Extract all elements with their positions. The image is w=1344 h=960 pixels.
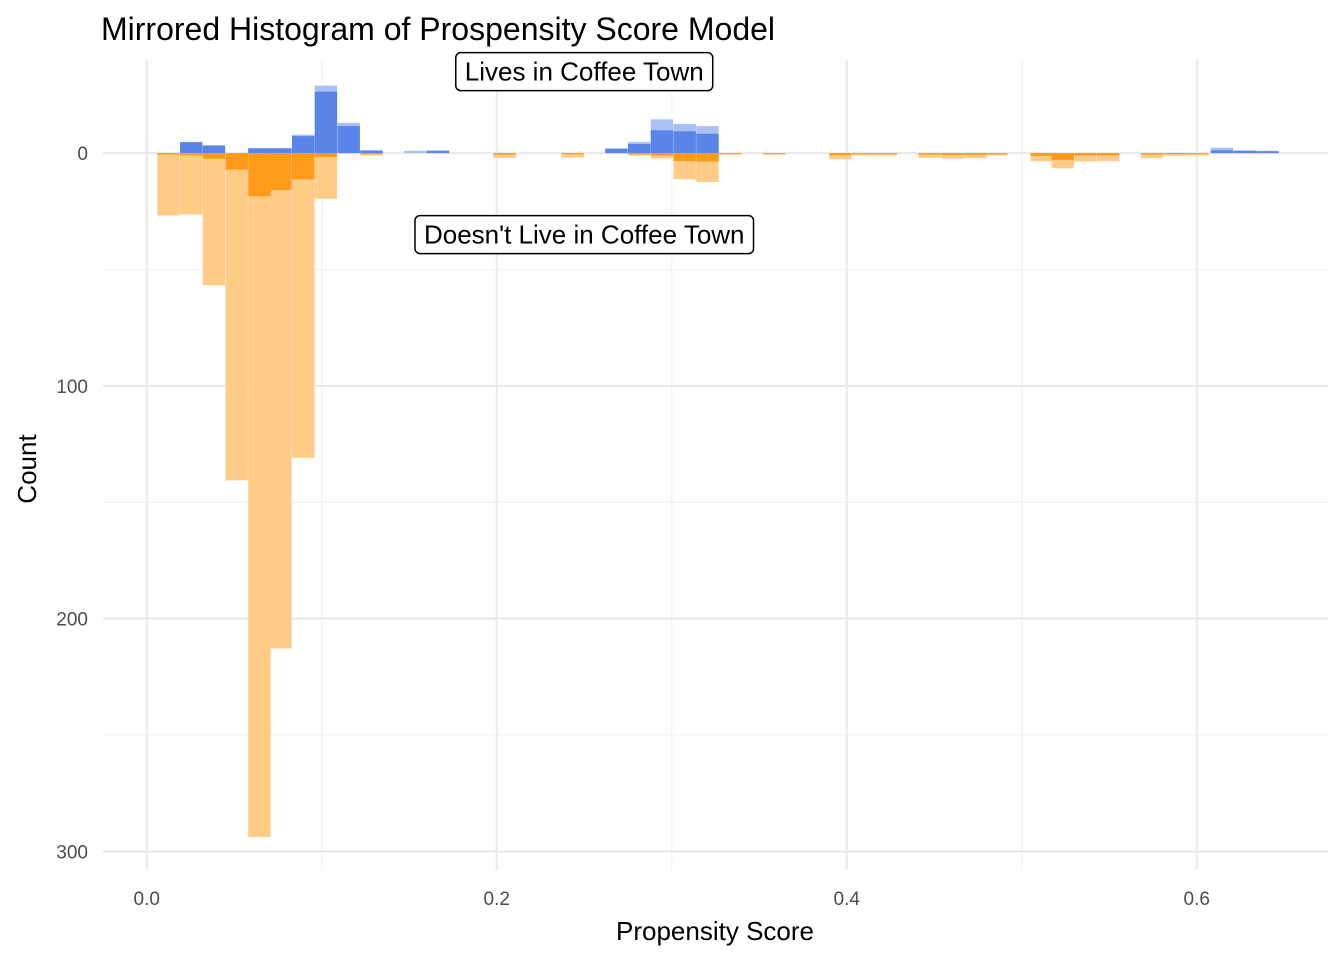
not-lives-weighted-bar [292,153,315,458]
y-tick-label: 300 [56,842,88,863]
not-lives-unweighted-bar [1186,153,1209,155]
not-lives-unweighted-bar [225,153,248,170]
not-lives-unweighted-bar [1163,153,1186,155]
not-lives-weighted-bar [829,153,852,160]
not-lives-unweighted-bar [360,153,383,155]
lives-unweighted-bar [628,144,651,154]
y-axis-title: Count [12,434,42,504]
chart-title: Mirrored Histogram of Prospensity Score … [101,11,775,47]
not-lives-weighted-bar [157,153,180,216]
lives-unweighted-bar [314,91,338,154]
lives-unweighted-bar [605,148,628,154]
lives-unweighted-bar [673,131,696,154]
not-lives-weighted-bar [1140,153,1164,159]
not-lives-unweighted-bar [628,153,651,155]
not-lives-unweighted-bar [561,153,584,155]
not-lives-unweighted-bar [852,153,875,155]
not-lives-unweighted-bar [180,153,203,156]
not-lives-unweighted-bar [1030,153,1053,156]
x-tick-label: 0.4 [834,889,861,910]
not-lives-unweighted-bar [157,153,180,155]
not-lives-weighted-bar [941,153,964,159]
lives-unweighted-bar [292,136,315,154]
not-lives-weighted-bar [852,153,875,156]
not-lives-weighted-bar [964,153,987,159]
not-lives-weighted-bar [1097,153,1120,162]
not-lives-unweighted-bar [941,153,964,155]
not-lives-weighted-bar [918,153,941,158]
not-lives-unweighted-bar [719,153,742,155]
y-tick-label: 0 [77,144,88,165]
x-tick-label: 0.0 [134,889,160,910]
lives-unweighted-bar [180,142,203,154]
not-lives-unweighted-bar [829,153,852,156]
not-lives-unweighted-bar [269,153,292,191]
lives-unweighted-bar [1256,151,1279,154]
lives-unweighted-bar [360,150,383,154]
lives-unweighted-bar [1210,150,1234,154]
not-lives-weighted-bar [1186,153,1209,156]
not-lives-weighted-bar [874,153,898,156]
lives-unweighted-bar [202,145,226,154]
not-lives-weighted-bar [202,153,226,286]
lives-unweighted-bar [426,150,450,154]
not-lives-weighted-bar [180,153,203,215]
not-lives-unweighted-bar [248,153,271,197]
not-lives-unweighted-bar [202,153,226,159]
not-lives-unweighted-bar [673,153,696,162]
not-lives-weighted-bar [493,153,516,158]
annotation-text: Lives in Coffee Town [465,57,704,87]
tick-labels: 0.0 0.2 0.4 0.6 0 100 200 300 [56,144,1210,910]
lives-unweighted-bar [650,130,674,154]
annotation-not-lives: Doesn't Live in Coffee Town [414,214,755,255]
not-lives-unweighted-bar [964,153,987,155]
y-tick-label: 100 [56,377,88,398]
not-lives-unweighted-bar [493,153,516,155]
not-lives-weighted-bar [561,153,584,158]
lives-unweighted-bar [269,148,292,154]
not-lives-unweighted-bar [1140,153,1164,155]
not-lives-weighted-bar [1030,153,1053,162]
lives-unweighted-bar [337,126,360,154]
not-lives-weighted-bar [1163,153,1186,156]
bars [157,85,1279,837]
not-lives-weighted-bar [1074,153,1097,162]
not-lives-unweighted-bar [696,153,719,162]
not-lives-weighted-bar [248,153,271,837]
x-tick-label: 0.6 [1184,889,1210,910]
annotation-text: Doesn't Live in Coffee Town [424,220,745,250]
lives-unweighted-bar [1233,150,1256,154]
not-lives-unweighted-bar [1074,153,1097,156]
x-tick-label: 0.2 [484,889,510,910]
not-lives-unweighted-bar [985,153,1008,155]
y-tick-label: 200 [56,610,88,631]
lives-unweighted-bar [248,148,271,154]
x-axis-title: Propensity Score [616,916,814,946]
annotation-lives: Lives in Coffee Town [455,51,714,92]
annotations: Lives in Coffee Town Doesn't Live in Coff… [414,51,755,255]
not-lives-weighted-bar [650,153,674,159]
not-lives-weighted-bar [314,153,338,199]
lives-weighted-bar [404,150,427,154]
annotation-box [455,51,714,92]
not-lives-unweighted-bar [1051,153,1074,161]
lives-unweighted-bar [696,133,719,154]
not-lives-unweighted-bar [314,153,338,157]
not-lives-unweighted-bar [918,153,941,155]
not-lives-unweighted-bar [1097,153,1120,156]
not-lives-unweighted-bar [650,153,674,156]
not-lives-weighted-bar [225,153,248,481]
not-lives-unweighted-bar [874,153,898,155]
annotation-box [414,214,755,255]
not-lives-weighted-bar [269,153,292,649]
not-lives-unweighted-bar [292,153,315,180]
not-lives-unweighted-bar [762,153,786,155]
